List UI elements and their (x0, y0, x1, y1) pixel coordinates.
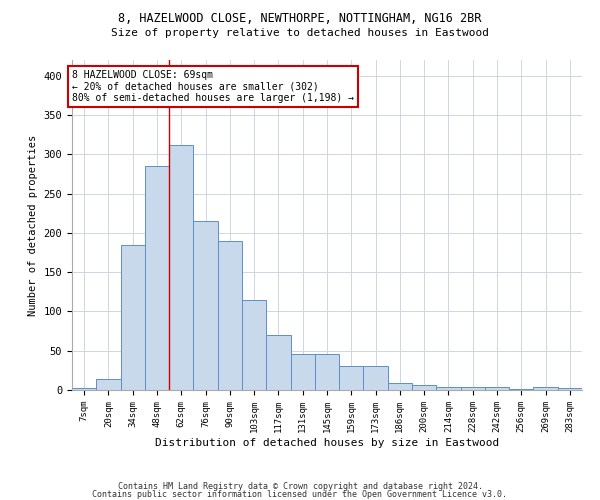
Bar (364, 366, 388, 390)
Text: Contains public sector information licensed under the Open Government Licence v3: Contains public sector information licen… (92, 490, 508, 499)
Bar (485, 387, 509, 390)
Bar (533, 387, 558, 390)
Bar (509, 389, 533, 390)
X-axis label: Distribution of detached houses by size in Eastwood: Distribution of detached houses by size … (155, 438, 499, 448)
Bar (388, 383, 412, 390)
Bar (193, 221, 218, 390)
Y-axis label: Number of detached properties: Number of detached properties (28, 134, 38, 316)
Bar (290, 354, 315, 390)
Text: Contains HM Land Registry data © Crown copyright and database right 2024.: Contains HM Land Registry data © Crown c… (118, 482, 482, 491)
Bar (461, 387, 485, 390)
Bar (145, 166, 169, 390)
Bar (339, 366, 364, 390)
Bar (412, 384, 436, 390)
Bar (436, 387, 461, 390)
Bar (121, 244, 145, 390)
Bar (72, 388, 96, 390)
Text: Size of property relative to detached houses in Eastwood: Size of property relative to detached ho… (111, 28, 489, 38)
Text: 8, HAZELWOOD CLOSE, NEWTHORPE, NOTTINGHAM, NG16 2BR: 8, HAZELWOOD CLOSE, NEWTHORPE, NOTTINGHA… (118, 12, 482, 26)
Bar (96, 379, 121, 390)
Bar (266, 335, 290, 390)
Bar (218, 240, 242, 390)
Text: 8 HAZELWOOD CLOSE: 69sqm
← 20% of detached houses are smaller (302)
80% of semi-: 8 HAZELWOOD CLOSE: 69sqm ← 20% of detach… (72, 70, 354, 103)
Bar (315, 354, 339, 390)
Bar (558, 388, 582, 390)
Bar (169, 145, 193, 390)
Bar (242, 300, 266, 390)
